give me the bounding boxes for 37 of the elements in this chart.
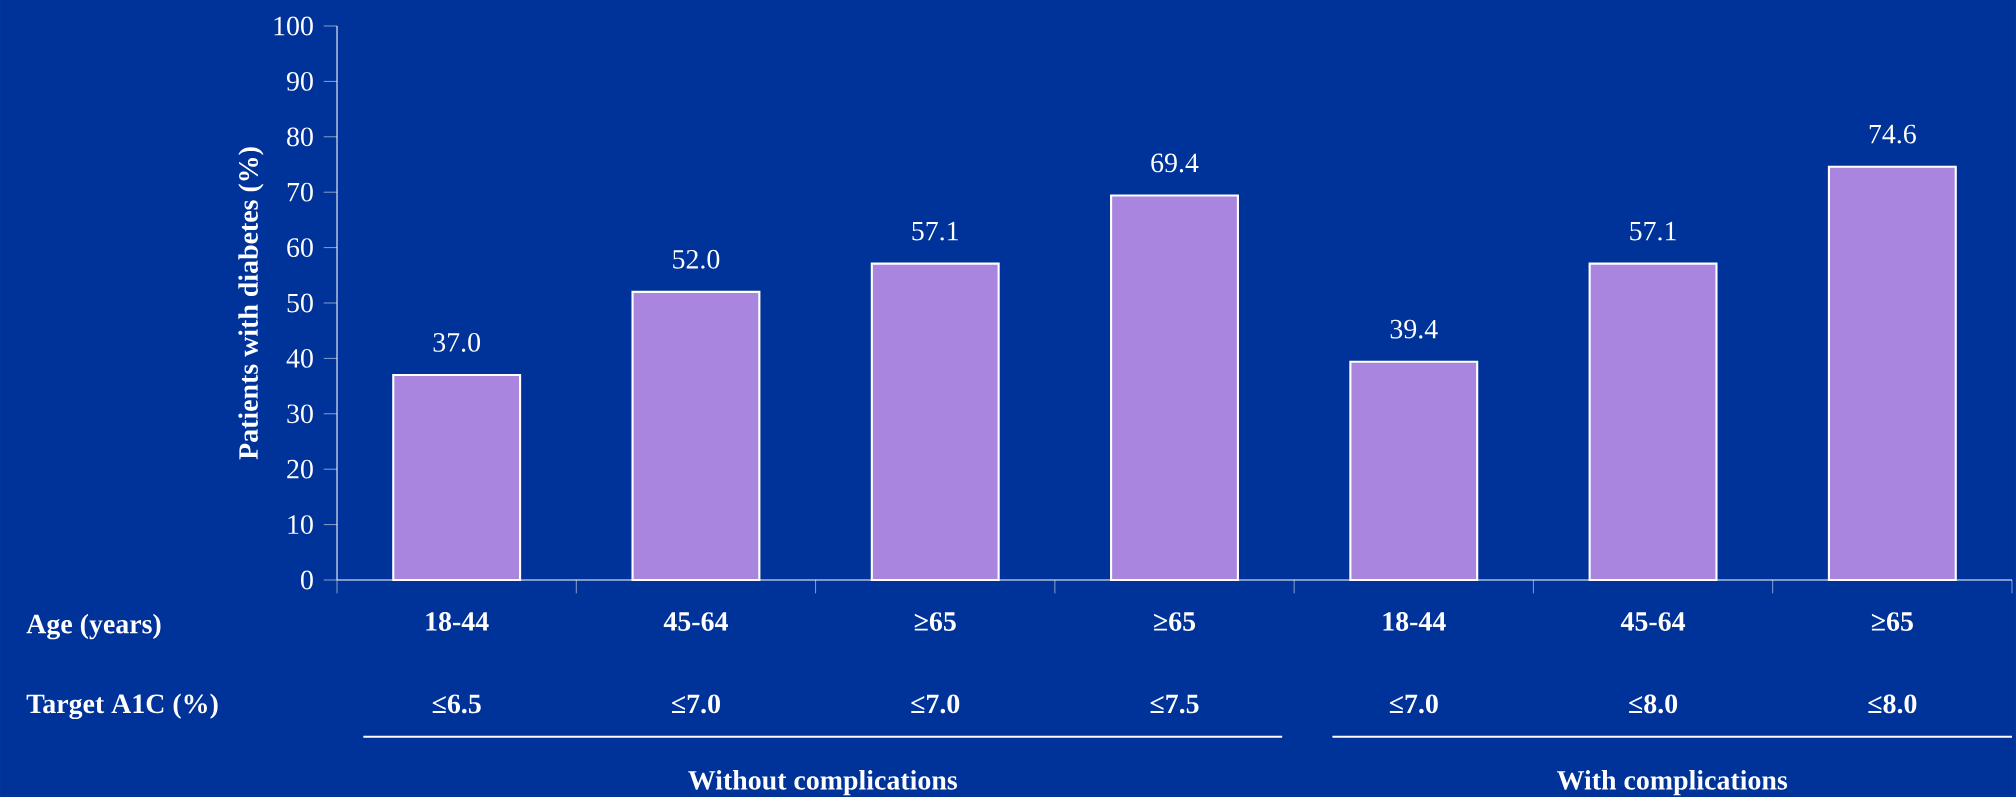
data-label: 52.0 [673, 249, 720, 269]
data-label: 37.0 [433, 332, 480, 352]
y-tick-label: 100 [274, 16, 313, 36]
text: ≤7.0 [1389, 694, 1438, 714]
x-tick-label: ≥65 [1154, 612, 1196, 631]
y-tick-label: 20 [287, 459, 313, 479]
x-tick-label: 45-64 [663, 612, 728, 631]
x-tick-label: ≥65 [1871, 612, 1913, 631]
text: ≤8.0 [1629, 694, 1678, 714]
y-tick-label: 80 [287, 127, 313, 147]
y-axis-title: Patients with diabetes (%) [238, 147, 264, 460]
y-tick-label: 40 [286, 348, 313, 368]
text: Without complications [688, 770, 958, 796]
y-tick-label: 0 [301, 570, 313, 590]
text: Age (years) [26, 613, 161, 640]
text: ≤7.0 [911, 694, 960, 714]
y-tick-label: 50 [287, 293, 313, 313]
y-tick-label: 90 [286, 71, 313, 91]
data-label: 57.1 [1630, 221, 1676, 241]
x-tick-label: 18-44 [426, 612, 489, 631]
text: ≤7.0 [672, 694, 720, 714]
y-tick-label: 70 [287, 182, 313, 202]
text: ≤7.5 [1150, 694, 1199, 714]
x-tick-label: ≥65 [914, 612, 956, 631]
data-label: 39.4 [1390, 319, 1438, 339]
data-label: 57.1 [912, 221, 958, 241]
text: With complications [1556, 770, 1788, 796]
x-tick-label: 45-64 [1620, 612, 1686, 631]
y-tick-label: 30 [287, 404, 313, 424]
data-label: 74.6 [1869, 124, 1916, 144]
text: ≤6.5 [432, 694, 481, 714]
y-tick-label: 10 [288, 515, 313, 535]
text: ≤8.0 [1868, 694, 1917, 714]
y-tick-label: 60 [287, 238, 313, 258]
text: Target A1C (%) [26, 693, 218, 720]
x-tick-label: 18-44 [1383, 612, 1446, 631]
data-label: 69.4 [1151, 153, 1199, 173]
